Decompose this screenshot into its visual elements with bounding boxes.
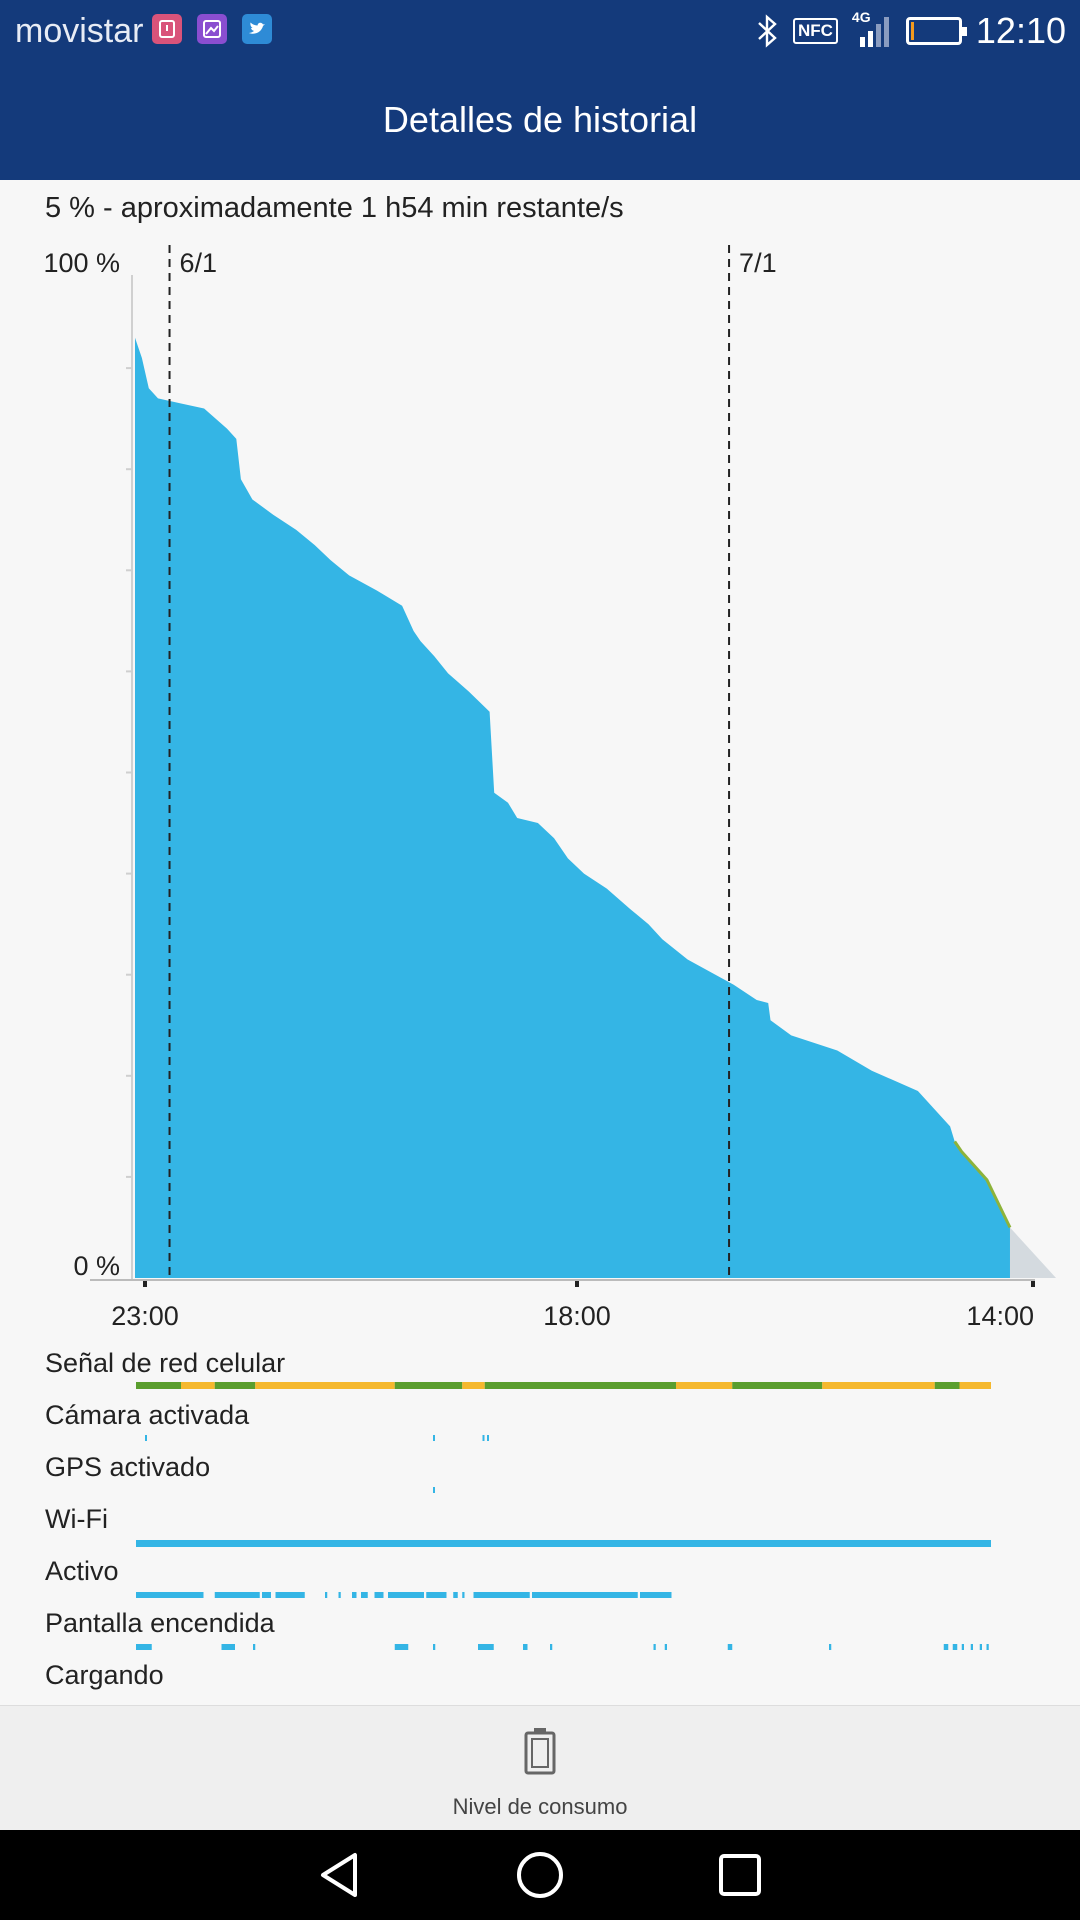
x-tick-label: 18:00 <box>543 1301 611 1331</box>
back-icon[interactable] <box>315 1850 365 1900</box>
nfc-icon: NFC <box>792 18 838 44</box>
signal-segment <box>181 1382 215 1389</box>
active-span <box>426 1592 447 1598</box>
camera-event <box>487 1435 489 1441</box>
screen-span <box>523 1644 528 1650</box>
screen-span <box>433 1644 436 1650</box>
consumption-level-label: Nivel de consumo <box>452 1794 628 1819</box>
signal-segment <box>822 1382 935 1389</box>
screen-span <box>394 1644 409 1650</box>
camera-event <box>433 1435 435 1441</box>
status-bar: movistar NFC 4G 12:10 <box>0 0 1080 63</box>
signal-segment <box>255 1382 395 1389</box>
signal-segment <box>394 1382 463 1389</box>
x-tick-label: 14:00 <box>966 1301 1034 1331</box>
signal-icon: 4G <box>851 9 892 51</box>
active-span <box>374 1592 384 1598</box>
battery-history-chart: 6/1 7/1 100 % 0 % 23:00 18:00 14:00 <box>43 245 1057 1650</box>
y-tick-label: 100 % <box>43 248 120 278</box>
date-marker-label: 6/1 <box>180 248 218 278</box>
screen-span <box>961 1644 964 1650</box>
active-span <box>453 1592 458 1598</box>
active-span <box>388 1592 424 1598</box>
active-span <box>325 1592 328 1598</box>
navigation-bar <box>0 1830 1080 1920</box>
screen-span <box>979 1644 982 1650</box>
signal-segment <box>462 1382 485 1389</box>
usage-label-signal: Señal de red celular <box>45 1348 286 1378</box>
screen-span <box>253 1644 256 1650</box>
usage-label-wifi: Wi-Fi <box>45 1504 108 1534</box>
active-span <box>214 1592 260 1598</box>
x-tick <box>1031 1281 1035 1287</box>
screen-span <box>952 1644 958 1650</box>
active-span <box>462 1592 465 1598</box>
app-bar: Detalles de historial <box>0 63 1080 180</box>
screen-span <box>221 1644 235 1650</box>
twitter-icon <box>242 14 272 44</box>
screen-span <box>727 1644 733 1650</box>
page-title: Detalles de historial <box>382 99 698 140</box>
signal-segment <box>732 1382 823 1389</box>
date-marker-label: 7/1 <box>739 248 777 278</box>
network-type-label: 4G <box>851 9 871 25</box>
recents-icon[interactable] <box>715 1850 765 1900</box>
bluetooth-icon <box>758 14 777 48</box>
signal-segment <box>959 1382 991 1389</box>
active-span <box>640 1592 672 1598</box>
active-span <box>136 1592 204 1598</box>
screen-span <box>829 1644 832 1650</box>
gallery-app-icon <box>197 14 227 44</box>
x-tick-label: 23:00 <box>111 1301 179 1331</box>
history-details: 5 % - aproximadamente 1 h54 min restante… <box>0 180 1080 1705</box>
active-span <box>473 1592 530 1598</box>
active-span <box>275 1592 305 1598</box>
usage-label-camera: Cámara activada <box>45 1400 250 1430</box>
usage-label-screen: Pantalla encendida <box>45 1608 275 1638</box>
active-span <box>352 1592 357 1598</box>
bag-app-icon <box>152 14 182 44</box>
usage-label-gps: GPS activado <box>45 1452 211 1482</box>
signal-segment <box>676 1382 733 1389</box>
screen-span <box>478 1644 494 1650</box>
signal-segment <box>934 1382 960 1389</box>
camera-event <box>145 1435 147 1441</box>
projection-area <box>1009 1227 1057 1278</box>
screen-span <box>943 1644 949 1650</box>
screen-span <box>986 1644 989 1650</box>
battery-level-area <box>135 337 1010 1278</box>
signal-segment <box>214 1382 256 1389</box>
active-span <box>361 1592 368 1598</box>
screen-span <box>136 1644 152 1650</box>
wifi-span <box>136 1540 991 1547</box>
active-span <box>262 1592 271 1598</box>
clock: 12:10 <box>975 10 1066 51</box>
y-tick-label: 0 % <box>73 1251 120 1281</box>
screen-span <box>970 1644 973 1650</box>
screen-span <box>550 1644 553 1650</box>
home-icon[interactable] <box>515 1850 565 1900</box>
battery-icon <box>524 1728 556 1775</box>
status-icons: NFC 4G 12:10 <box>755 8 1066 54</box>
x-tick <box>575 1281 579 1287</box>
active-span <box>338 1592 341 1598</box>
x-tick <box>143 1281 147 1287</box>
trend-line <box>953 1140 1012 1229</box>
signal-segment <box>484 1382 676 1389</box>
gps-event <box>433 1487 435 1493</box>
signal-segment <box>136 1382 181 1389</box>
battery-status-icon <box>905 17 967 45</box>
carrier-name: movistar <box>15 12 144 50</box>
active-span <box>532 1592 638 1598</box>
usage-label-charging: Cargando <box>45 1660 164 1690</box>
consumption-level-button[interactable]: Nivel de consumo <box>0 1705 1080 1830</box>
camera-event <box>482 1435 485 1441</box>
usage-label-active: Activo <box>45 1556 119 1586</box>
screen-span <box>664 1644 667 1650</box>
battery-summary: 5 % - aproximadamente 1 h54 min restante… <box>45 192 624 224</box>
screen-span <box>653 1644 656 1650</box>
